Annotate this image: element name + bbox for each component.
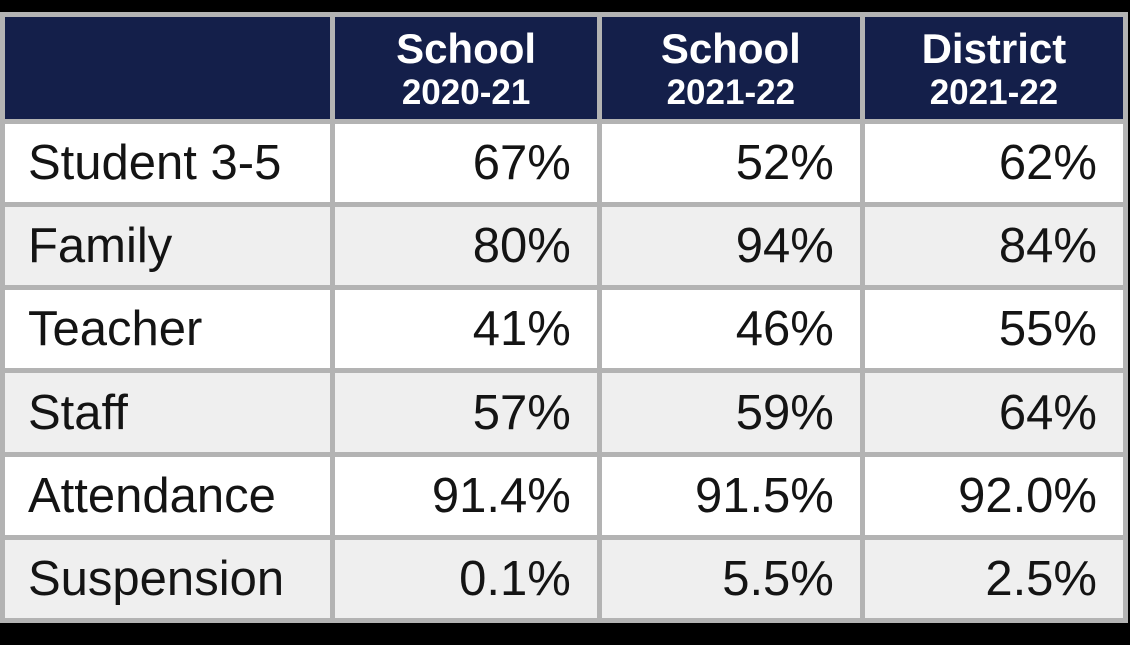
row-label: Staff bbox=[5, 373, 331, 452]
cell-value: 67% bbox=[335, 124, 597, 203]
col-header-year: 2020-21 bbox=[401, 73, 531, 113]
table-row-attendance: Attendance 91.4% 91.5% 92.0% bbox=[5, 456, 1123, 535]
cell-value: 91.5% bbox=[601, 456, 860, 535]
cell-value: 94% bbox=[601, 207, 860, 286]
cell-value: 2.5% bbox=[864, 539, 1123, 618]
row-label: Teacher bbox=[5, 290, 331, 369]
table-row-suspension: Suspension 0.1% 5.5% 2.5% bbox=[5, 539, 1123, 618]
table-body: Student 3-5 67% 52% 62% Family 80% 94% 8… bbox=[5, 124, 1123, 618]
cell-value: 92.0% bbox=[864, 456, 1123, 535]
table-row-staff: Staff 57% 59% 64% bbox=[5, 373, 1123, 452]
table-row-teacher: Teacher 41% 46% 55% bbox=[5, 290, 1123, 369]
col-header-title: District bbox=[921, 24, 1067, 72]
cell-value: 0.1% bbox=[335, 539, 597, 618]
cell-value: 64% bbox=[864, 373, 1123, 452]
table-row-family: Family 80% 94% 84% bbox=[5, 207, 1123, 286]
cell-value: 84% bbox=[864, 207, 1123, 286]
col-header-title: School bbox=[396, 24, 537, 72]
col-header-year: 2021-22 bbox=[929, 73, 1059, 113]
cell-value: 57% bbox=[335, 373, 597, 452]
table-row-student-3-5: Student 3-5 67% 52% 62% bbox=[5, 124, 1123, 203]
col-header-title: School bbox=[660, 24, 801, 72]
cell-value: 41% bbox=[335, 290, 597, 369]
header-row: School 2020-21 School 2021-22 District 2… bbox=[5, 17, 1123, 119]
col-header-year: 2021-22 bbox=[666, 73, 796, 113]
cell-value: 46% bbox=[601, 290, 860, 369]
col-header-school-2021-22: School 2021-22 bbox=[601, 17, 860, 119]
col-header-district-2021-22: District 2021-22 bbox=[864, 17, 1123, 119]
row-label: Suspension bbox=[5, 539, 331, 618]
cell-value: 62% bbox=[864, 124, 1123, 203]
cell-value: 55% bbox=[864, 290, 1123, 369]
corner-header-cell bbox=[5, 17, 331, 119]
row-label: Student 3-5 bbox=[5, 124, 331, 203]
survey-metrics-card: School 2020-21 School 2021-22 District 2… bbox=[0, 12, 1128, 623]
survey-metrics-table: School 2020-21 School 2021-22 District 2… bbox=[0, 12, 1128, 623]
row-label: Attendance bbox=[5, 456, 331, 535]
cell-value: 59% bbox=[601, 373, 860, 452]
cell-value: 91.4% bbox=[335, 456, 597, 535]
cell-value: 52% bbox=[601, 124, 860, 203]
row-label: Family bbox=[5, 207, 331, 286]
col-header-school-2020-21: School 2020-21 bbox=[335, 17, 597, 119]
cell-value: 5.5% bbox=[601, 539, 860, 618]
table-header: School 2020-21 School 2021-22 District 2… bbox=[5, 17, 1123, 119]
cell-value: 80% bbox=[335, 207, 597, 286]
